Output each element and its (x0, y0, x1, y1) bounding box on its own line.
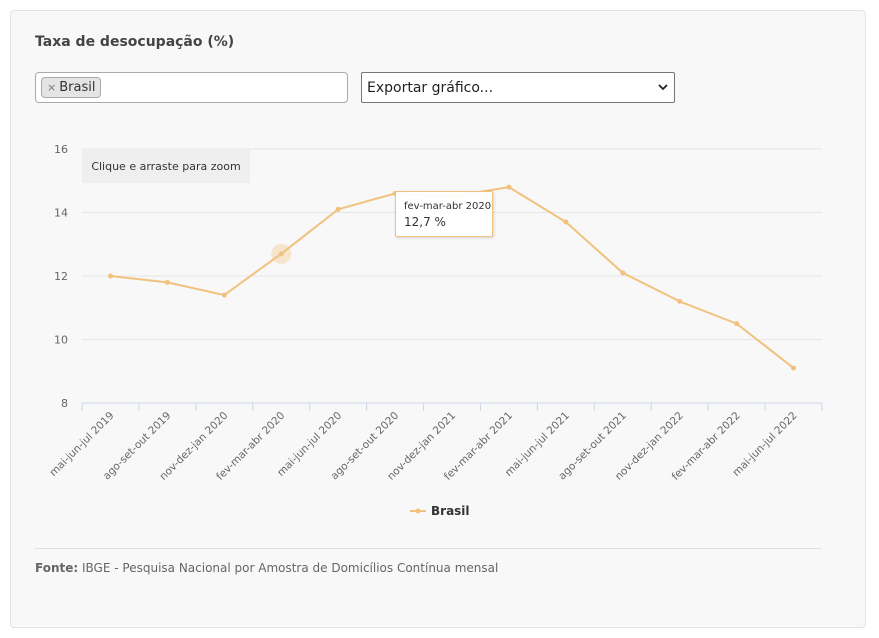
source-text: IBGE - Pesquisa Nacional por Amostra de … (82, 561, 499, 575)
y-tick-label: 10 (54, 334, 68, 347)
tooltip-category: fev-mar-abr 2020 (404, 201, 492, 212)
legend-label-brasil: Brasil (431, 504, 470, 518)
zoom-hint: Clique e arraste para zoom (82, 149, 250, 183)
data-point (620, 270, 626, 276)
selected-tag-label: Brasil (59, 80, 96, 95)
data-point (164, 279, 170, 285)
remove-tag-icon[interactable]: × (47, 81, 57, 94)
data-point (734, 321, 740, 327)
source-label: Fonte: (35, 561, 79, 575)
export-chart-select[interactable]: Exportar gráfico... (361, 72, 675, 103)
region-filter-input[interactable]: × Brasil (35, 72, 348, 103)
source-note: Fonte: IBGE - Pesquisa Nacional por Amos… (35, 561, 498, 575)
export-select-value: Exportar gráfico... (367, 79, 494, 96)
data-point (506, 184, 512, 190)
data-point (278, 251, 284, 257)
y-tick-label: 16 (54, 143, 68, 156)
selected-tag-brasil: × Brasil (41, 77, 102, 98)
data-point (677, 298, 683, 304)
chart-title: Taxa de desocupação (%) (35, 34, 235, 50)
data-tooltip: fev-mar-abr 2020 12,7 % (395, 191, 493, 237)
data-point (107, 273, 113, 279)
y-tick-label: 12 (54, 270, 68, 283)
legend-marker (415, 508, 421, 514)
chevron-down-icon (658, 84, 668, 91)
y-tick-label: 14 (54, 207, 68, 220)
tooltip-value: 12,7 % (404, 215, 446, 229)
data-point (563, 219, 569, 225)
footer-divider (35, 548, 821, 549)
data-point (221, 292, 227, 298)
data-point (335, 206, 341, 212)
data-point (791, 365, 797, 371)
y-tick-label: 8 (61, 397, 68, 410)
